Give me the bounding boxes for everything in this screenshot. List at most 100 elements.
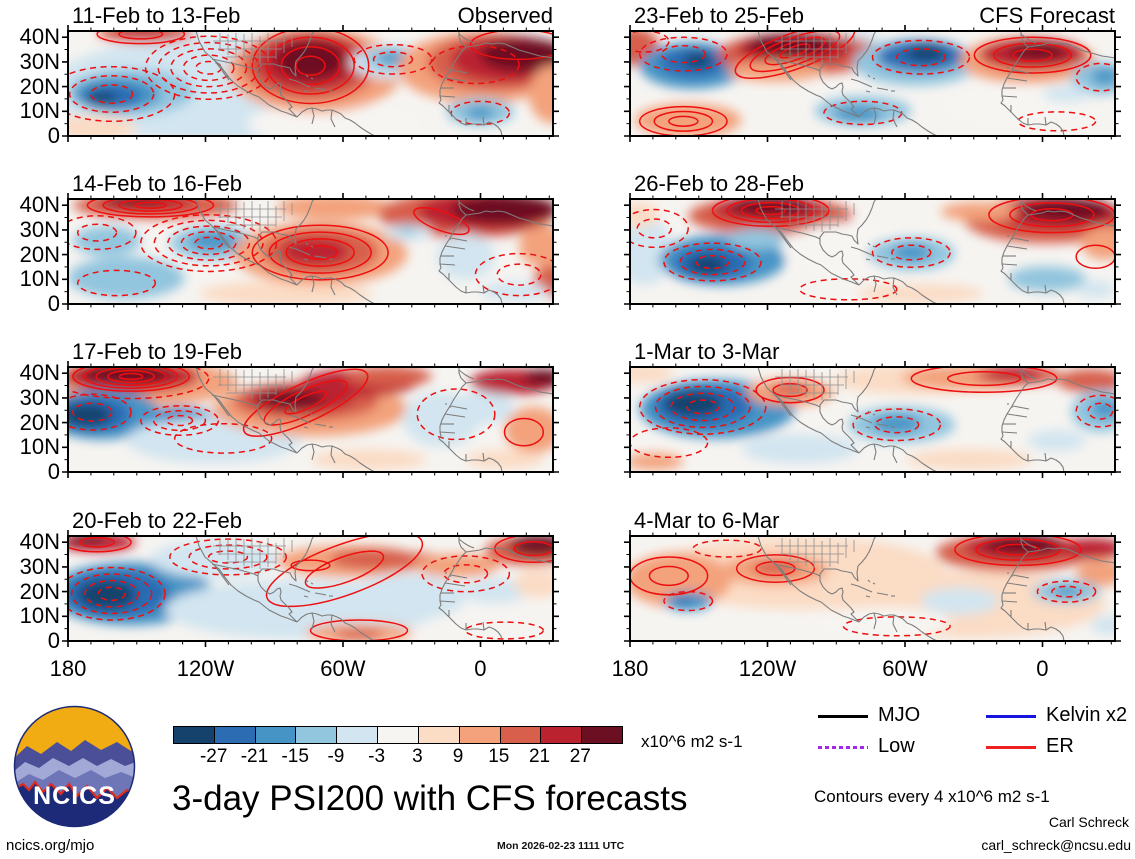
x-axis-label: 0 xyxy=(1036,656,1049,681)
colorbar-tick-label: 15 xyxy=(488,746,510,767)
legend-line-er xyxy=(986,746,1036,749)
y-axis-label: 40N xyxy=(19,360,60,386)
er-wave-contours xyxy=(68,199,553,297)
colorbar-tick-label: 21 xyxy=(528,746,551,767)
y-axis-label: 30N xyxy=(19,384,60,410)
colorbar-cell xyxy=(500,727,542,743)
column-header: Observed xyxy=(457,3,553,28)
generation-timestamp: Mon 2026-02-23 1111 UTC xyxy=(497,840,625,852)
legend-label: Kelvin x2 xyxy=(1046,704,1128,726)
legend-label: Low xyxy=(878,735,915,757)
contour-map xyxy=(62,25,559,142)
legend-label: MJO xyxy=(878,704,921,726)
colorbar-cell xyxy=(541,727,583,743)
colorbar-cell xyxy=(378,727,419,743)
colorbar-tick-label: -21 xyxy=(240,746,269,767)
legend-line-mjo xyxy=(818,715,868,718)
coastlines xyxy=(757,199,1115,304)
x-axis-label: 120W xyxy=(176,656,235,681)
colorbar-units-label: x10^6 m2 s-1 xyxy=(641,732,743,751)
state-borders xyxy=(213,369,293,400)
y-axis-label: 10N xyxy=(19,266,60,292)
colorbar-cell xyxy=(296,727,338,743)
colorbar-tick-label: 3 xyxy=(412,746,423,767)
coastlines xyxy=(757,536,1115,641)
colorbar-cell xyxy=(214,727,256,743)
colorbar-cell xyxy=(418,727,460,743)
coastlines xyxy=(195,199,553,304)
panel-title: 11-Feb to 13-Feb xyxy=(72,3,241,28)
column-header: CFS Forecast xyxy=(979,3,1115,28)
colorbar-tick-label: -15 xyxy=(281,746,309,767)
y-axis-label: 0 xyxy=(47,458,60,484)
colorbar-tick-label: -3 xyxy=(368,746,386,767)
state-borders xyxy=(775,201,855,232)
colorbar-cell xyxy=(582,727,622,743)
author-credit: Carl Schreck xyxy=(1048,814,1129,830)
contour-map xyxy=(624,193,1121,310)
er-wave-contours xyxy=(630,199,1115,301)
y-axis-label: 30N xyxy=(19,553,60,579)
y-axis-label: 40N xyxy=(19,192,60,218)
y-axis-label: 0 xyxy=(47,290,60,316)
y-axis-label: 10N xyxy=(19,98,60,124)
x-axis-label: 60W xyxy=(882,656,928,681)
contour-interval-note: Contours every 4 x10^6 m2 s-1 xyxy=(814,787,1050,806)
panel-title: 17-Feb to 19-Feb xyxy=(72,339,242,364)
y-axis-label: 40N xyxy=(19,529,60,555)
figure-title: 3-day PSI200 with CFS forecasts xyxy=(172,779,688,818)
coastlines xyxy=(195,367,553,472)
y-axis-label: 30N xyxy=(19,216,60,242)
y-axis-label: 0 xyxy=(47,627,60,653)
site-url: ncics.org/mjo xyxy=(6,837,95,854)
colorbar-cell xyxy=(255,727,297,743)
panel-title: 26-Feb to 28-Feb xyxy=(634,171,804,196)
y-axis-label: 10N xyxy=(19,434,60,460)
colorbar-tick-label: -9 xyxy=(327,746,345,767)
colorbar-cell xyxy=(337,727,379,743)
colorbar-tick-label: 27 xyxy=(569,746,591,767)
panel-title: 23-Feb to 25-Feb xyxy=(634,3,804,28)
state-borders xyxy=(775,33,855,64)
legend-line-low xyxy=(818,746,868,749)
x-axis-label: 180 xyxy=(49,656,87,681)
coastlines xyxy=(195,536,553,641)
ncics-logo-text: NCICS xyxy=(33,782,116,810)
state-borders xyxy=(213,33,293,64)
y-axis-label: 20N xyxy=(19,73,60,99)
x-axis-label: 180 xyxy=(611,656,649,681)
author-email: carl_schreck@ncsu.edu xyxy=(981,837,1131,853)
colorbar-tick-label: 9 xyxy=(452,746,464,767)
state-borders xyxy=(213,201,293,232)
y-axis-label: 30N xyxy=(19,48,60,74)
y-axis-label: 20N xyxy=(19,241,60,267)
panel-title: 1-Mar to 3-Mar xyxy=(634,339,780,364)
ncics-logo: NCICS xyxy=(13,705,136,828)
er-wave-contours xyxy=(630,367,1115,459)
coastlines xyxy=(757,31,1115,136)
colorbar-cell xyxy=(174,727,215,743)
state-borders xyxy=(775,369,855,400)
contour-map xyxy=(62,530,559,647)
x-axis-label: 60W xyxy=(320,656,366,681)
anomaly-shading xyxy=(68,536,553,641)
x-axis-label: 120W xyxy=(738,656,797,681)
legend-label: ER xyxy=(1046,735,1074,757)
legend-line-kelvin-x2 xyxy=(986,715,1036,718)
coastlines xyxy=(195,31,553,136)
y-axis-label: 10N xyxy=(19,603,60,629)
contour-map xyxy=(624,25,1121,142)
y-axis-label: 40N xyxy=(19,24,60,50)
y-axis-label: 20N xyxy=(19,578,60,604)
x-axis-label: 0 xyxy=(474,656,487,681)
contour-map xyxy=(62,193,559,310)
contour-map xyxy=(624,361,1121,478)
colorbar xyxy=(173,726,623,744)
panel-title: 4-Mar to 6-Mar xyxy=(634,508,780,533)
er-wave-contours xyxy=(630,31,1115,136)
colorbar-cell xyxy=(459,727,501,743)
er-wave-contours xyxy=(68,536,553,641)
colorbar-tick-label: -27 xyxy=(199,746,228,767)
contour-map xyxy=(624,530,1121,647)
